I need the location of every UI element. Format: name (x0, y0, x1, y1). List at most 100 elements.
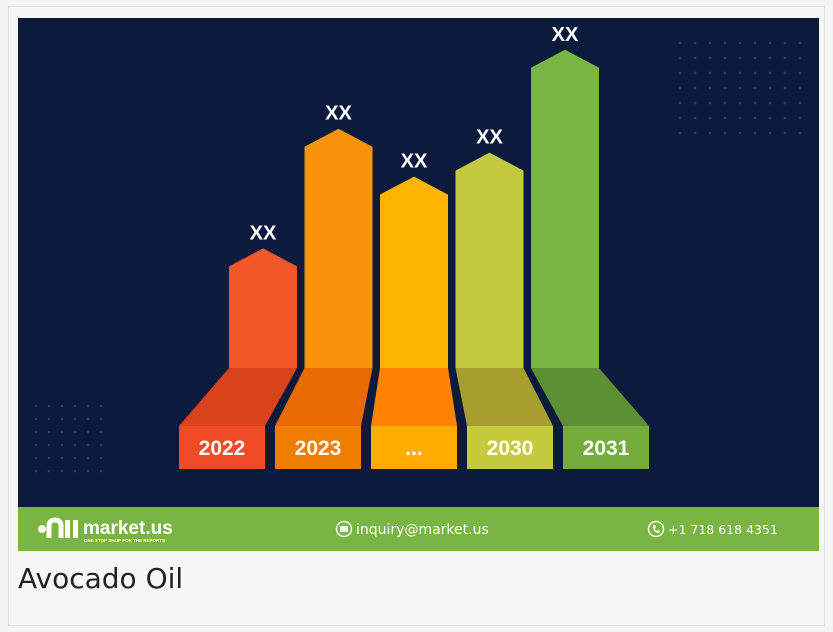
decor-dot (34, 456, 38, 460)
bar-category-label-2: ... (405, 437, 423, 460)
decor-dot (73, 430, 77, 434)
decor-dot (708, 56, 712, 60)
phone-contact[interactable]: +1 718 618 4351 (647, 520, 778, 538)
decor-dot (693, 56, 697, 60)
decor-dot (678, 71, 682, 75)
decor-dot (693, 101, 697, 105)
decor-dot (723, 101, 727, 105)
decor-dot (798, 71, 802, 75)
footer-band (18, 507, 819, 551)
brand-tagline: ONE STOP SHOP FOR THE REPORTS (84, 538, 165, 543)
decor-dot (60, 443, 64, 447)
bar-category-label-4: 2031 (583, 437, 630, 460)
bar-label-block-4 (563, 426, 649, 469)
decor-dot (99, 456, 103, 460)
decor-dot (34, 443, 38, 447)
decor-dot (99, 430, 103, 434)
decor-dot (86, 417, 90, 421)
decor-dot (723, 131, 727, 135)
mail-icon (335, 520, 353, 538)
decor-dot (73, 456, 77, 460)
phone-icon (647, 520, 665, 538)
decor-dot (678, 56, 682, 60)
decor-dot (753, 56, 757, 60)
decor-dot (768, 116, 772, 120)
decor-dot (753, 41, 757, 45)
bar-pillar-2 (380, 176, 448, 368)
decor-dot (708, 41, 712, 45)
decor-dot (738, 116, 742, 120)
decor-dot (47, 469, 51, 473)
decor-dot (783, 56, 787, 60)
decor-dot (34, 404, 38, 408)
bar-pillar-0 (229, 248, 297, 368)
logo-mark-bar-1 (65, 520, 70, 538)
decor-dot (693, 41, 697, 45)
bars-group: 2022 XX 2023 XX... XX 2030 XX 2031 XX (179, 24, 649, 469)
infographic-banner: 2022 XX 2023 XX... XX 2030 XX 2031 XX market.us … (18, 18, 819, 551)
decor-dot (753, 116, 757, 120)
bar-floor-2 (371, 368, 457, 426)
decor-dot (723, 116, 727, 120)
decor-dot (798, 56, 802, 60)
decor-dot (708, 86, 712, 90)
bar-pillar-4 (531, 49, 599, 368)
decor-dot (73, 417, 77, 421)
decor-dot (768, 86, 772, 90)
decor-dot (783, 41, 787, 45)
decor-dot (783, 71, 787, 75)
decor-dot (798, 101, 802, 105)
decor-dot (798, 41, 802, 45)
decor-dot (693, 86, 697, 90)
bar-pillar-3 (455, 152, 524, 368)
decor-dot (783, 101, 787, 105)
decor-dot (60, 469, 64, 473)
decor-dot (768, 41, 772, 45)
phone-text[interactable]: +1 718 618 4351 (668, 522, 778, 537)
decor-dot (768, 56, 772, 60)
brand-name: market.us (83, 518, 173, 539)
email-contact[interactable]: inquiry@market.us (335, 520, 489, 539)
decor-dot (86, 443, 90, 447)
decor-dot (753, 86, 757, 90)
decor-dot (678, 131, 682, 135)
bar-floor-1 (275, 368, 373, 426)
decor-dot (738, 41, 742, 45)
decor-dot (768, 131, 772, 135)
decor-dot (73, 443, 77, 447)
decor-dot (99, 404, 103, 408)
decor-dot (738, 71, 742, 75)
decor-dot (99, 469, 103, 473)
bar-value-label-3: XX (476, 127, 503, 149)
bar-label-block-0 (179, 426, 265, 469)
bar-label-block-3 (467, 426, 553, 469)
decor-dot (678, 116, 682, 120)
logo-mark-arch (46, 517, 64, 538)
decor-dot (738, 101, 742, 105)
bar-category-label-0: 2022 (199, 437, 246, 460)
decor-dot (783, 116, 787, 120)
logo-mark-dot (38, 525, 46, 533)
decor-dot (738, 131, 742, 135)
decor-dot (693, 131, 697, 135)
decor-dot (47, 456, 51, 460)
decor-dot (34, 430, 38, 434)
brand-logo: market.us ONE STOP SHOP FOR THE REPORTS (38, 517, 173, 543)
bar-category-label-3: 2030 (487, 437, 534, 460)
decor-dot (798, 131, 802, 135)
decor-dot (60, 430, 64, 434)
email-text[interactable]: inquiry@market.us (356, 522, 489, 538)
decor-dot (47, 404, 51, 408)
decor-dot (708, 71, 712, 75)
dot-pattern-top-right (678, 41, 802, 135)
decor-dot (738, 56, 742, 60)
decor-dot (798, 86, 802, 90)
decor-dot (99, 417, 103, 421)
decor-dot (738, 86, 742, 90)
bar-floor-4 (531, 368, 649, 426)
decor-dot (678, 86, 682, 90)
decor-dot (708, 101, 712, 105)
decor-dot (798, 116, 802, 120)
decor-dot (783, 131, 787, 135)
decor-dot (708, 131, 712, 135)
